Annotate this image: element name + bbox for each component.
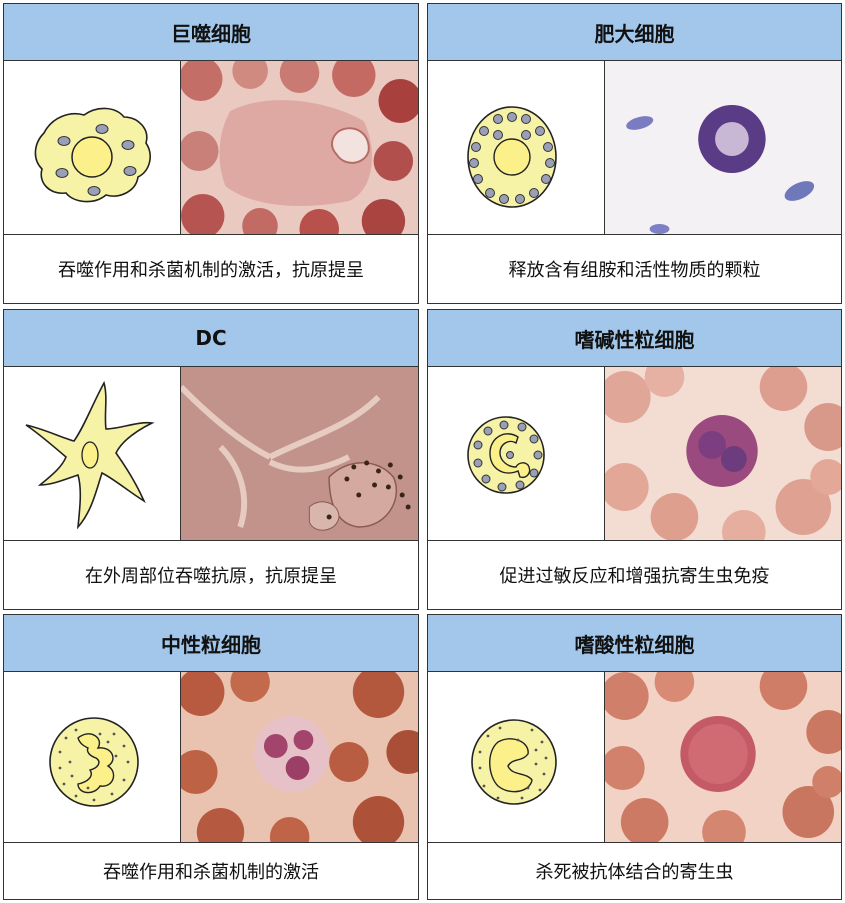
card-title: 嗜酸性粒细胞 [428,615,841,672]
dendritic-cell-micrograph [181,367,418,540]
basophil-micrograph [605,367,841,540]
card-title: 嗜碱性粒细胞 [428,310,841,367]
macrophage-micrograph [181,61,418,234]
card-caption: 释放含有组胺和活性物质的颗粒 [428,234,841,303]
eosinophil-icon [428,672,605,842]
card-mast-cell: 肥大细胞 释放含有组胺和活性物质的颗粒 [427,3,842,304]
card-caption: 吞噬作用和杀菌机制的激活，抗原提呈 [4,234,418,303]
card-caption: 在外周部位吞噬抗原，抗原提呈 [4,540,418,609]
neutrophil-micrograph [181,672,418,842]
card-caption: 促进过敏反应和增强抗寄生虫免疫 [428,540,841,609]
card-eosinophil: 嗜酸性粒细胞 杀死被抗体结合的寄生虫 [427,614,842,900]
eosinophil-micrograph [605,672,841,842]
mast-cell-micrograph [605,61,841,234]
card-caption: 吞噬作用和杀菌机制的激活 [4,842,418,899]
card-basophil: 嗜碱性粒细胞 促进过敏反应和增强抗寄生虫免疫 [427,309,842,610]
card-caption: 杀死被抗体结合的寄生虫 [428,842,841,899]
card-title: DC [4,310,418,367]
card-title: 中性粒细胞 [4,615,418,672]
card-macrophage: 巨噬细胞 吞噬作用和杀菌机制的激活，抗原提呈 [3,3,419,304]
card-title: 肥大细胞 [428,4,841,61]
dendritic-cell-icon [4,367,181,540]
neutrophil-icon [4,672,181,842]
card-title: 巨噬细胞 [4,4,418,61]
basophil-icon [428,367,605,540]
card-neutrophil: 中性粒细胞 吞噬作用和杀菌机制的激活 [3,614,419,900]
mast-cell-icon [428,61,605,234]
macrophage-icon [4,61,181,234]
card-dendritic-cell: DC 在外周部位吞噬抗原，抗原提呈 [3,309,419,610]
